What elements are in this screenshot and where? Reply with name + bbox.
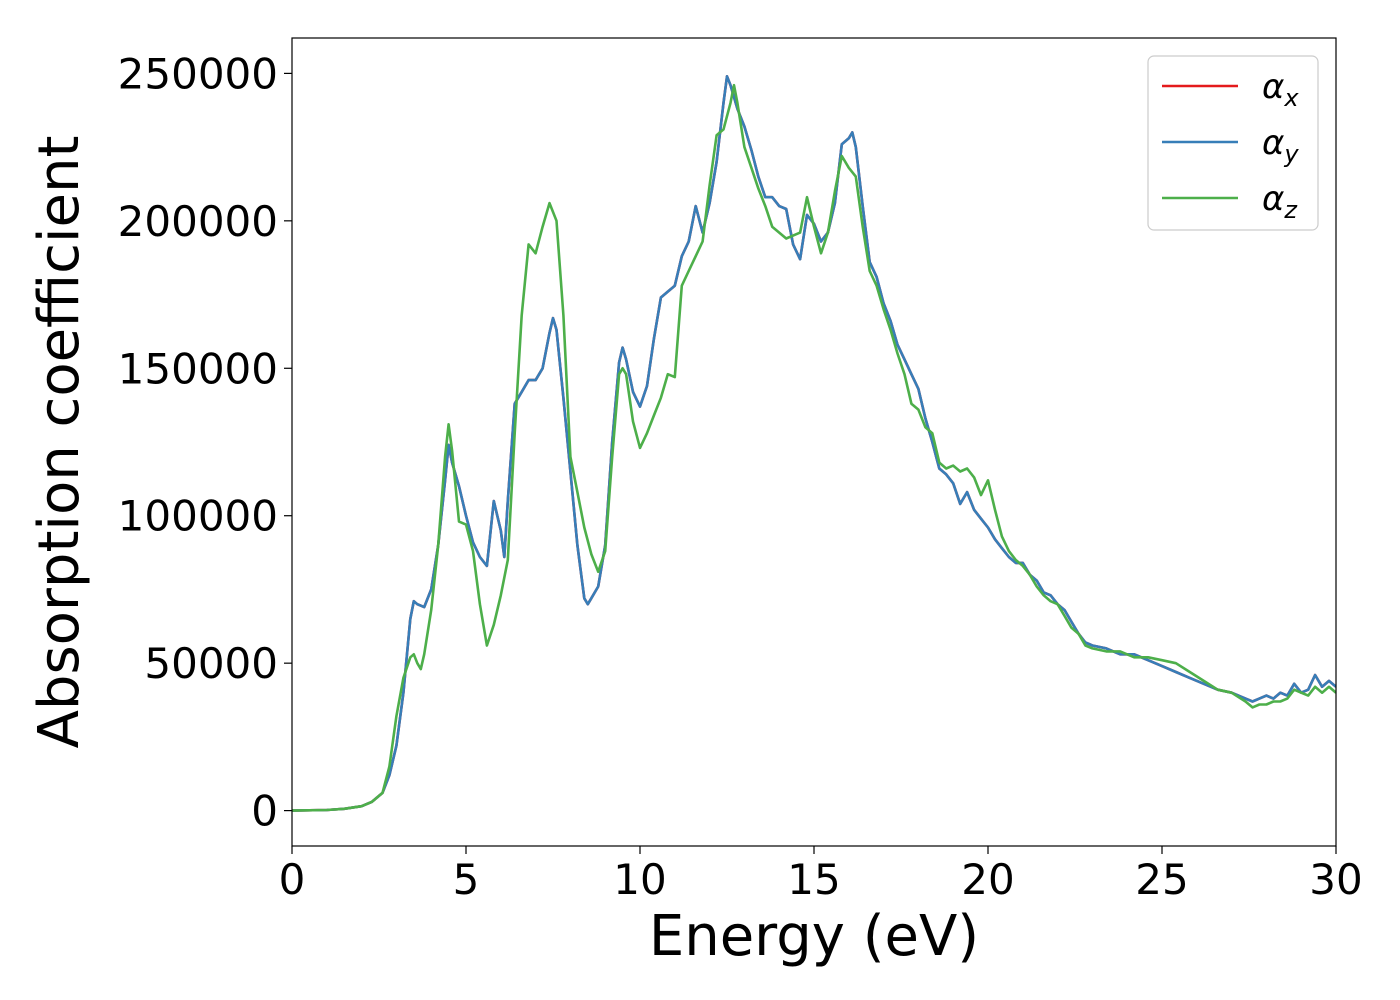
series-layer: [292, 75, 1336, 812]
series-line-z: [292, 83, 1336, 812]
x-tick-label: 10: [613, 855, 666, 904]
x-axis-label: Energy (eV): [649, 904, 979, 969]
x-tick-label: 5: [453, 855, 480, 904]
y-tick-label: 0: [251, 787, 278, 836]
legend-label-y: αy: [1262, 123, 1299, 168]
legend-label-x: αx: [1262, 67, 1299, 112]
x-tick-label: 15: [787, 855, 840, 904]
x-tick-label: 30: [1309, 855, 1362, 904]
y-axis-label: Absorption coefficient: [27, 136, 92, 749]
x-tick-label: 20: [961, 855, 1014, 904]
x-tick-label: 0: [279, 855, 306, 904]
y-ticks: 0 50000 100000 150000 200000 250000: [118, 49, 292, 836]
legend-label-z: αz: [1262, 179, 1298, 224]
y-tick-label: 100000: [118, 492, 278, 541]
y-tick-label: 150000: [118, 344, 278, 393]
y-tick-label: 50000: [144, 639, 278, 688]
x-ticks: 0 5 10 15 20 25 30: [279, 846, 1363, 904]
legend: αx αy αz: [1147, 55, 1319, 231]
series-line-y: [292, 75, 1336, 812]
y-tick-label: 200000: [118, 197, 278, 246]
y-tick-label: 250000: [118, 49, 278, 98]
x-tick-label: 25: [1135, 855, 1188, 904]
